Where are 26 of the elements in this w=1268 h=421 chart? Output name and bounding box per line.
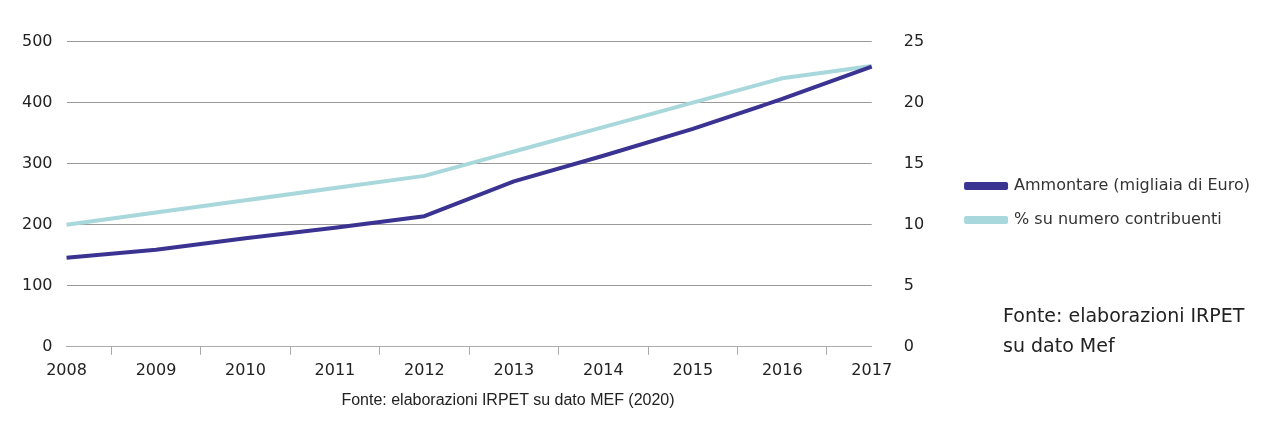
- x-tick-label: 2015: [672, 359, 714, 379]
- y2-tick-label: 15: [903, 152, 925, 172]
- y2-tick-label: 20: [903, 91, 925, 111]
- y-tick-label: 500: [21, 30, 53, 50]
- y-tick-label: 100: [21, 274, 53, 294]
- y-tick-label: 0: [42, 335, 53, 355]
- y2-tick-label: 5: [903, 274, 914, 294]
- x-tick-label: 2012: [404, 359, 445, 379]
- y-tick-label: 200: [21, 213, 53, 233]
- y-tick-label: 400: [21, 91, 53, 111]
- legend-label: Ammontare (migliaia di Euro): [1014, 175, 1250, 195]
- y-tick-label: 300: [21, 152, 53, 172]
- source-note: Fonte: elaborazioni IRPET su dato MEF (2020): [340, 391, 676, 409]
- y2-tick-label: 0: [903, 335, 914, 355]
- x-tick-label: 2008: [46, 359, 87, 379]
- legend-label: % su numero contribuenti: [1014, 209, 1222, 229]
- y2-tick-label: 10: [903, 213, 925, 233]
- x-tick-label: 2010: [225, 359, 266, 379]
- x-tick-label: 2009: [135, 359, 177, 379]
- x-tick-label: 2013: [493, 359, 535, 379]
- source-note: Fonte: elaborazioni IRPET su dato Mef: [1003, 303, 1245, 358]
- y2-tick-label: 25: [903, 30, 925, 50]
- x-tick-label: 2011: [314, 359, 356, 379]
- x-tick-label: 2014: [582, 359, 624, 379]
- x-tick-label: 2017: [851, 359, 893, 379]
- x-tick-label: 2016: [761, 359, 803, 379]
